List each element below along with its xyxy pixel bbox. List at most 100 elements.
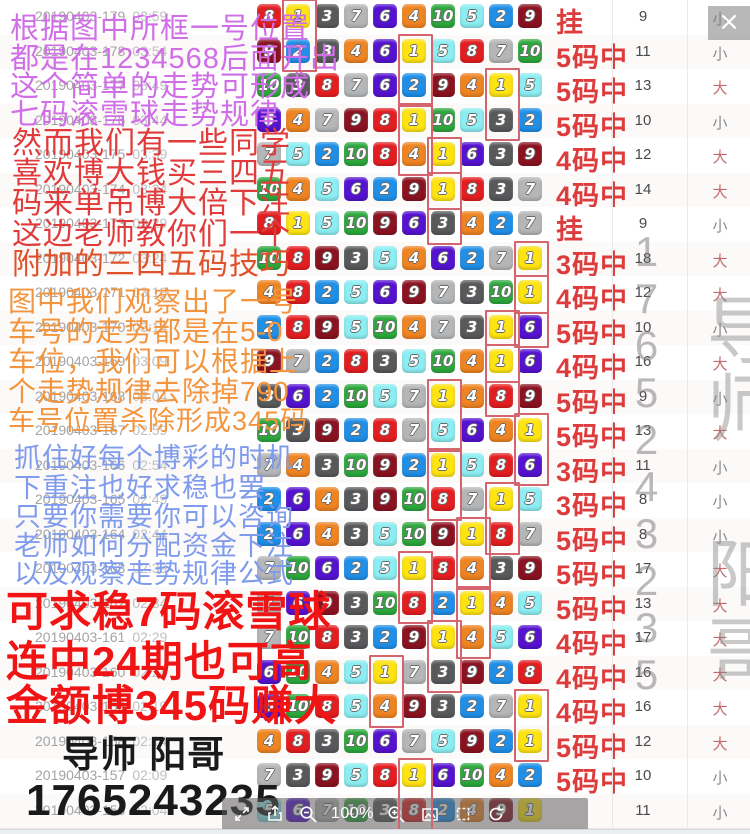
sum-value: 9 [638,215,648,232]
hit-result-label: 5码中 [556,422,629,452]
promo-text-line: 下重注也好求稳也罢 [14,473,266,503]
ball-number: 3 [344,625,368,649]
big-small-label: 小 [712,45,728,63]
promo-text-line: 金额博345码赚大 [6,682,338,729]
ball-number: 9 [315,763,339,787]
ball-number: 3 [286,73,310,97]
ball-number: 9 [373,452,397,477]
big-small-label: 大 [712,356,728,373]
ball-number: 4 [460,211,484,235]
ball-number: 1 [402,763,426,787]
ball-number: 2 [315,280,339,304]
trend-highlight-box [398,758,433,831]
hit-result-label: 5码中 [556,560,629,590]
big-small-label: 大 [712,149,728,166]
ball-number: 5 [373,556,397,580]
draw-time: 02:09 [132,767,168,783]
ball-number: 6 [518,349,542,373]
big-small-label: 小 [712,321,728,339]
draw-id-and-time: 20190403-170 03:14 [35,318,168,335]
ball-number: 6 [373,728,397,753]
promo-text-line: 老师如何分配资金下注 [14,531,294,561]
result-row: 20190403-169 03:09 9 7 2 8 3 5 10 4 1 6 4码中 16 大 [0,345,750,383]
big-small-label: 小 [712,459,728,477]
ball-number: 4 [286,452,310,477]
draw-id-and-time: 20190403-179 03:59 [35,8,168,24]
big-small-label: 大 [712,632,728,649]
ball-number: 6 [373,38,397,63]
ball-number: 6 [518,625,542,649]
ball-number: 3 [344,245,368,270]
fullscreen-icon[interactable] [232,804,252,824]
column-divider [612,0,613,829]
zoom-out-icon[interactable] [298,804,318,824]
ball-number: 6 [286,521,310,546]
draw-time: 03:14 [132,318,168,335]
ball-number: 10 [286,625,310,649]
close-button[interactable]: × [708,6,750,40]
ball-number: 1 [518,694,542,718]
ball-number: 1 [518,418,542,442]
hit-result-label: 挂 [556,8,584,38]
ball-number: 4 [402,142,426,166]
big-small-label: 大 [712,563,728,580]
ball-number: 4 [402,4,426,28]
draw-id-and-time: 20190403-169 03:09 [35,353,168,369]
ball-number: 6 [286,590,310,615]
sum-value: 8 [638,491,648,508]
sum-value: 13 [634,594,652,612]
ball-number: 6 [344,176,368,201]
ball-number: 4 [460,556,484,580]
sum-value: 18 [634,249,652,267]
ball-number: 8 [257,4,281,28]
ball-number: 2 [489,728,513,753]
draw-id-and-time: 20190403-159 02:19 [35,698,168,714]
refresh-icon[interactable] [486,804,506,824]
zoom-level-label: 100% [331,805,374,822]
draw-id-and-time: 20190403-171 03:19 [35,284,168,300]
crop-icon[interactable] [453,804,473,824]
trend-highlight-box [398,102,433,176]
share-icon[interactable] [265,804,285,824]
promo-text-line: 都是在1234568后面开出 [10,43,340,75]
ball-number: 9 [518,556,542,580]
draw-id-and-time: 20190403-175 03:39 [35,146,168,162]
ball-number: 6 [518,314,542,339]
ball-number: 2 [489,211,513,235]
ball-number: 4 [286,176,310,201]
viewer-toolbar: 100% [222,798,588,830]
ball-number: 3 [344,487,368,511]
ball-number: 7 [257,556,281,580]
ball-number: 5 [431,728,455,753]
draw-time: 03:34 [132,180,168,197]
ball-number: 4 [315,659,339,684]
ball-number: 1 [518,280,542,304]
ball-number: 10 [431,107,455,132]
ball-number: 5 [518,590,542,615]
trend-highlight-box [514,275,549,348]
hit-result-label: 5码中 [556,77,629,107]
ball-number: 7 [257,625,281,649]
ball-number: 2 [373,625,397,649]
result-row: 20190403-174 03:34 10 4 5 6 2 9 1 8 3 7 4码中 14 大 [0,172,750,211]
ball-number: 10 [460,763,484,787]
hit-result-label: 4码中 [556,698,629,728]
ball-number: 6 [460,418,484,442]
ball-number: 4 [373,694,397,718]
ball-number: 9 [315,245,339,270]
trend-highlight-box [398,33,433,107]
trend-highlight-box [514,413,549,486]
ball-number: 10 [344,728,368,753]
trend-highlight-box [427,620,462,693]
ball-number: 4 [460,349,484,373]
draw-time: 02:39 [132,560,168,576]
ball-number: 9 [460,659,484,684]
hit-result-label: 5码中 [556,594,629,625]
ball-number: 2 [257,314,281,339]
ball-number: 10 [431,349,455,373]
ball-number: 6 [373,73,397,97]
ball-number: 9 [402,694,426,718]
ball-number: 10 [344,142,368,166]
ball-number: 7 [402,383,426,408]
ball-number: 1 [489,349,513,373]
